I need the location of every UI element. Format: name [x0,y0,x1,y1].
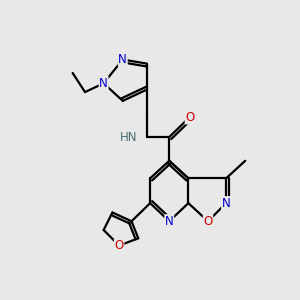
Text: O: O [203,215,213,228]
Text: O: O [115,239,124,252]
Text: N: N [165,215,174,228]
Text: HN: HN [120,130,138,143]
Text: N: N [118,53,127,66]
Text: N: N [99,77,108,90]
Text: O: O [185,111,194,124]
Text: N: N [222,197,230,210]
